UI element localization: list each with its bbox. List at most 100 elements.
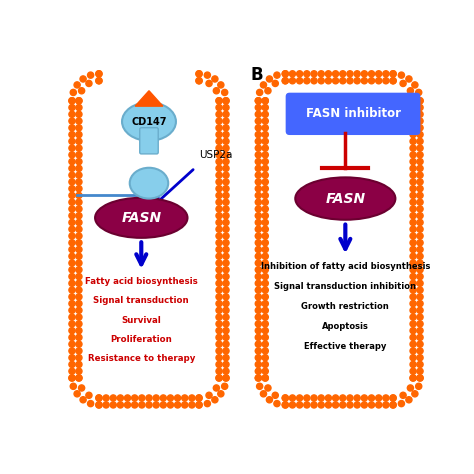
Circle shape (265, 88, 271, 94)
Circle shape (216, 206, 222, 212)
Circle shape (216, 98, 222, 104)
Circle shape (223, 321, 229, 327)
Circle shape (223, 158, 229, 164)
Circle shape (416, 90, 422, 96)
Circle shape (167, 395, 173, 401)
Circle shape (412, 391, 418, 397)
Circle shape (290, 71, 296, 77)
Circle shape (139, 395, 145, 401)
Circle shape (262, 104, 268, 110)
Circle shape (69, 199, 75, 205)
Circle shape (88, 401, 94, 407)
Circle shape (410, 125, 416, 131)
Circle shape (76, 179, 82, 185)
Circle shape (96, 78, 102, 84)
Circle shape (262, 172, 268, 178)
Circle shape (262, 158, 268, 164)
Circle shape (262, 192, 268, 199)
Circle shape (117, 402, 123, 408)
Circle shape (304, 395, 310, 401)
Circle shape (216, 321, 222, 327)
Circle shape (223, 334, 229, 340)
Circle shape (69, 104, 75, 110)
Circle shape (69, 118, 75, 124)
Circle shape (361, 78, 367, 84)
Circle shape (76, 355, 82, 361)
Circle shape (174, 395, 181, 401)
Circle shape (262, 368, 268, 374)
Circle shape (282, 71, 288, 77)
Circle shape (223, 104, 229, 110)
Circle shape (79, 385, 85, 391)
Circle shape (70, 90, 76, 96)
Circle shape (223, 253, 229, 259)
Circle shape (223, 165, 229, 172)
Circle shape (255, 199, 261, 205)
Circle shape (417, 267, 423, 273)
Circle shape (262, 165, 268, 172)
Ellipse shape (95, 198, 188, 238)
Circle shape (103, 395, 109, 401)
Text: Apoptosis: Apoptosis (322, 322, 369, 331)
Circle shape (255, 192, 261, 199)
Circle shape (417, 334, 423, 340)
Circle shape (69, 98, 75, 104)
Circle shape (216, 348, 222, 354)
Circle shape (417, 314, 423, 320)
Circle shape (86, 392, 92, 398)
Circle shape (410, 334, 416, 340)
Circle shape (272, 81, 278, 87)
Circle shape (417, 186, 423, 192)
Circle shape (216, 104, 222, 110)
Circle shape (218, 391, 224, 397)
Circle shape (69, 192, 75, 199)
Circle shape (410, 104, 416, 110)
Circle shape (262, 111, 268, 118)
Circle shape (325, 402, 331, 408)
Circle shape (216, 328, 222, 334)
Circle shape (410, 314, 416, 320)
Circle shape (410, 246, 416, 253)
Circle shape (216, 253, 222, 259)
Circle shape (189, 395, 195, 401)
Circle shape (206, 392, 212, 398)
Circle shape (216, 301, 222, 307)
Circle shape (410, 253, 416, 259)
Circle shape (255, 186, 261, 192)
Circle shape (417, 226, 423, 232)
Circle shape (347, 71, 353, 77)
Circle shape (223, 273, 229, 280)
Circle shape (76, 321, 82, 327)
Circle shape (153, 395, 159, 401)
Circle shape (417, 375, 423, 381)
Circle shape (297, 395, 303, 401)
Circle shape (69, 165, 75, 172)
Circle shape (410, 98, 416, 104)
Text: CD147: CD147 (131, 117, 167, 127)
Circle shape (262, 125, 268, 131)
Circle shape (282, 395, 288, 401)
Circle shape (262, 138, 268, 145)
Circle shape (69, 145, 75, 151)
Circle shape (69, 287, 75, 293)
Circle shape (318, 402, 324, 408)
Circle shape (74, 82, 80, 88)
Circle shape (223, 219, 229, 226)
Circle shape (76, 165, 82, 172)
Circle shape (304, 402, 310, 408)
Circle shape (223, 240, 229, 246)
Circle shape (189, 402, 195, 408)
Circle shape (262, 273, 268, 280)
Circle shape (223, 361, 229, 367)
Circle shape (182, 395, 188, 401)
Circle shape (297, 78, 303, 84)
Circle shape (223, 192, 229, 199)
Circle shape (69, 179, 75, 185)
Circle shape (410, 273, 416, 280)
Circle shape (69, 246, 75, 253)
Circle shape (223, 125, 229, 131)
Circle shape (262, 375, 268, 381)
Circle shape (80, 397, 86, 403)
Circle shape (410, 145, 416, 151)
Circle shape (76, 131, 82, 137)
